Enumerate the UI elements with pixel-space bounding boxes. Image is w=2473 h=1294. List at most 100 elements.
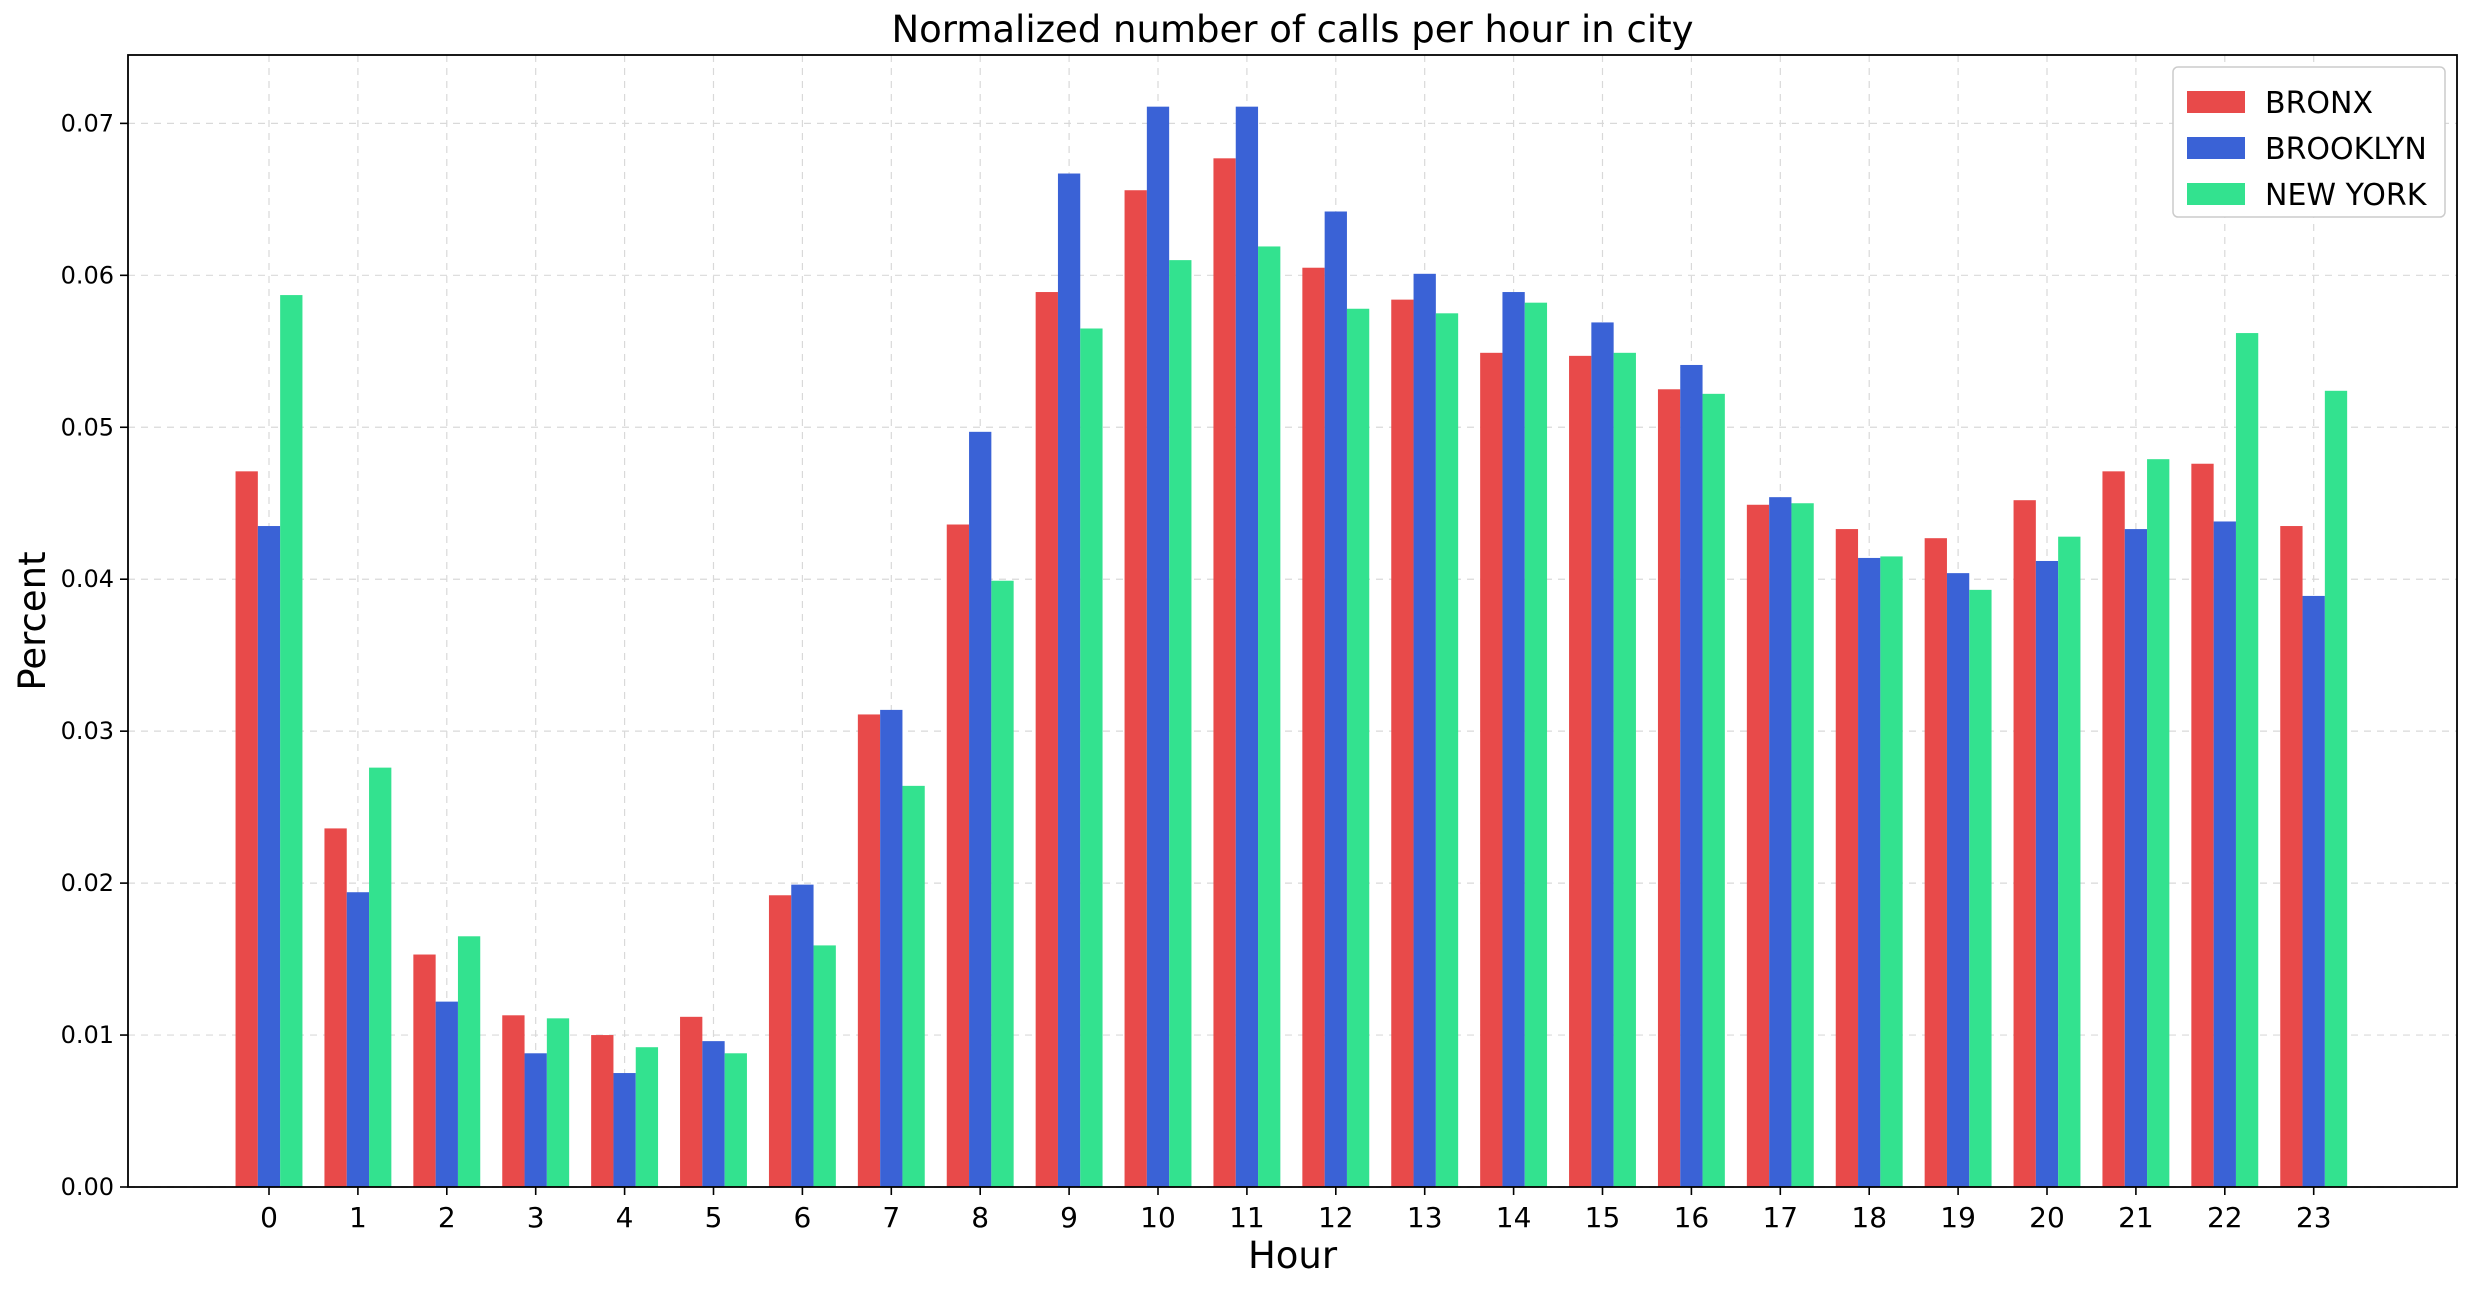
bar-bronx-16 (1657, 389, 1681, 1188)
bar-new-york-3 (546, 1018, 570, 1187)
y-tick-label: 0.00 (61, 1173, 114, 1201)
x-tick-label: 20 (2029, 1201, 2065, 1234)
y-tick-label: 0.06 (61, 261, 114, 289)
x-tick-label: 5 (705, 1201, 723, 1234)
x-tick-label: 16 (1674, 1201, 1710, 1234)
axis-ticks: 0 1 2 3 4 5 6 7 8 9 10 11 12 13 14 15 16 17 18 19 20 21 22 230.… (61, 109, 2332, 1234)
bar-new-york-5 (724, 1053, 747, 1187)
bar-brooklyn-17 (1769, 497, 1792, 1187)
bar-bronx-15 (1569, 355, 1592, 1187)
bar-new-york-8 (991, 580, 1014, 1187)
legend-swatch (2187, 91, 2245, 113)
chart-title: Normalized number of calls per hour in c… (891, 8, 1693, 51)
bar-brooklyn-15 (1591, 322, 1614, 1187)
bar-brooklyn-22 (2213, 521, 2236, 1187)
bar-brooklyn-12 (1324, 211, 1347, 1187)
bar-new-york-16 (1702, 393, 1725, 1187)
bar-brooklyn-2 (435, 1001, 458, 1187)
bar-new-york-1 (369, 767, 392, 1187)
x-axis-label: Hour (1248, 1234, 1338, 1277)
bar-brooklyn-19 (1946, 573, 1970, 1187)
x-tick-label: 0 (260, 1201, 278, 1234)
x-tick-label: 21 (2118, 1201, 2154, 1234)
bar-bronx-17 (1746, 504, 1770, 1187)
x-tick-label: 4 (616, 1201, 634, 1234)
bar-new-york-11 (1258, 246, 1281, 1188)
bar-bronx-4 (591, 1035, 614, 1187)
bar-bronx-20 (2013, 500, 2036, 1187)
bar-new-york-7 (902, 785, 925, 1187)
bar-bronx-0 (235, 471, 258, 1187)
x-tick-label: 23 (2296, 1201, 2332, 1234)
x-tick-label: 8 (971, 1201, 989, 1234)
legend-label: BRONX (2265, 86, 2373, 121)
legend-label: BROOKLYN (2265, 132, 2427, 167)
bar-brooklyn-3 (524, 1053, 547, 1187)
bar-brooklyn-11 (1235, 106, 1259, 1187)
y-tick-label: 0.01 (61, 1021, 114, 1049)
bar-brooklyn-13 (1413, 273, 1436, 1187)
bar-bronx-11 (1213, 158, 1236, 1187)
bar-bronx-18 (1835, 529, 1859, 1187)
bar-brooklyn-20 (2035, 560, 2059, 1187)
bar-brooklyn-7 (880, 709, 903, 1187)
bar-brooklyn-14 (1502, 292, 1525, 1187)
y-tick-label: 0.03 (61, 717, 114, 745)
x-tick-label: 22 (2207, 1201, 2243, 1234)
x-tick-label: 19 (1940, 1201, 1976, 1234)
bar-new-york-2 (457, 936, 481, 1187)
bar-new-york-19 (1969, 589, 1992, 1187)
bar-bronx-10 (1124, 190, 1147, 1188)
x-tick-label: 11 (1229, 1201, 1265, 1234)
bar-bronx-8 (946, 524, 970, 1187)
bar-brooklyn-18 (1858, 557, 1881, 1187)
bar-bronx-9 (1035, 292, 1058, 1187)
bar-new-york-22 (2235, 333, 2259, 1187)
x-tick-label: 15 (1585, 1201, 1621, 1234)
bar-new-york-15 (1613, 352, 1636, 1187)
x-tick-label: 10 (1140, 1201, 1176, 1234)
bar-bronx-21 (2102, 471, 2125, 1187)
legend-label: NEW YORK (2265, 178, 2428, 213)
bar-new-york-17 (1791, 503, 1814, 1188)
x-tick-label: 14 (1496, 1201, 1532, 1234)
bar-brooklyn-10 (1146, 106, 1170, 1187)
x-tick-label: 2 (438, 1201, 456, 1234)
legend-swatch (2187, 183, 2245, 205)
bar-bronx-13 (1391, 299, 1414, 1187)
plot-frame (127, 54, 2458, 1188)
bar-brooklyn-1 (346, 892, 370, 1187)
bar-new-york-6 (813, 945, 836, 1187)
bar-new-york-9 (1080, 328, 1103, 1187)
y-tick-label: 0.05 (61, 413, 114, 441)
bar-brooklyn-21 (2124, 529, 2148, 1187)
bar-brooklyn-9 (1057, 173, 1081, 1187)
bar-bronx-14 (1480, 352, 1503, 1187)
x-tick-label: 6 (793, 1201, 811, 1234)
bar-new-york-12 (1346, 308, 1370, 1187)
x-tick-label: 9 (1060, 1201, 1078, 1234)
bar-new-york-21 (2147, 459, 2170, 1187)
y-tick-label: 0.07 (61, 109, 114, 137)
bar-new-york-14 (1524, 302, 1548, 1187)
y-tick-label: 0.04 (61, 565, 114, 593)
legend-swatch (2187, 137, 2245, 159)
bar-brooklyn-8 (969, 431, 992, 1187)
bar-new-york-13 (1435, 313, 1459, 1187)
bar-new-york-4 (635, 1047, 659, 1187)
bar-bronx-19 (1924, 538, 1947, 1187)
bar-new-york-20 (2058, 536, 2081, 1187)
bar-bronx-2 (413, 954, 436, 1187)
bar-brooklyn-6 (791, 884, 814, 1187)
bar-bronx-7 (857, 714, 881, 1187)
bar-bronx-1 (324, 828, 347, 1187)
bar-brooklyn-0 (257, 526, 281, 1187)
x-tick-label: 1 (349, 1201, 367, 1234)
bar-brooklyn-23 (2302, 595, 2325, 1187)
x-tick-label: 12 (1318, 1201, 1354, 1234)
bar-bronx-6 (768, 895, 792, 1187)
legend: BRONX BROOKLYN NEW YORK (2172, 66, 2446, 218)
x-tick-label: 7 (882, 1201, 900, 1234)
